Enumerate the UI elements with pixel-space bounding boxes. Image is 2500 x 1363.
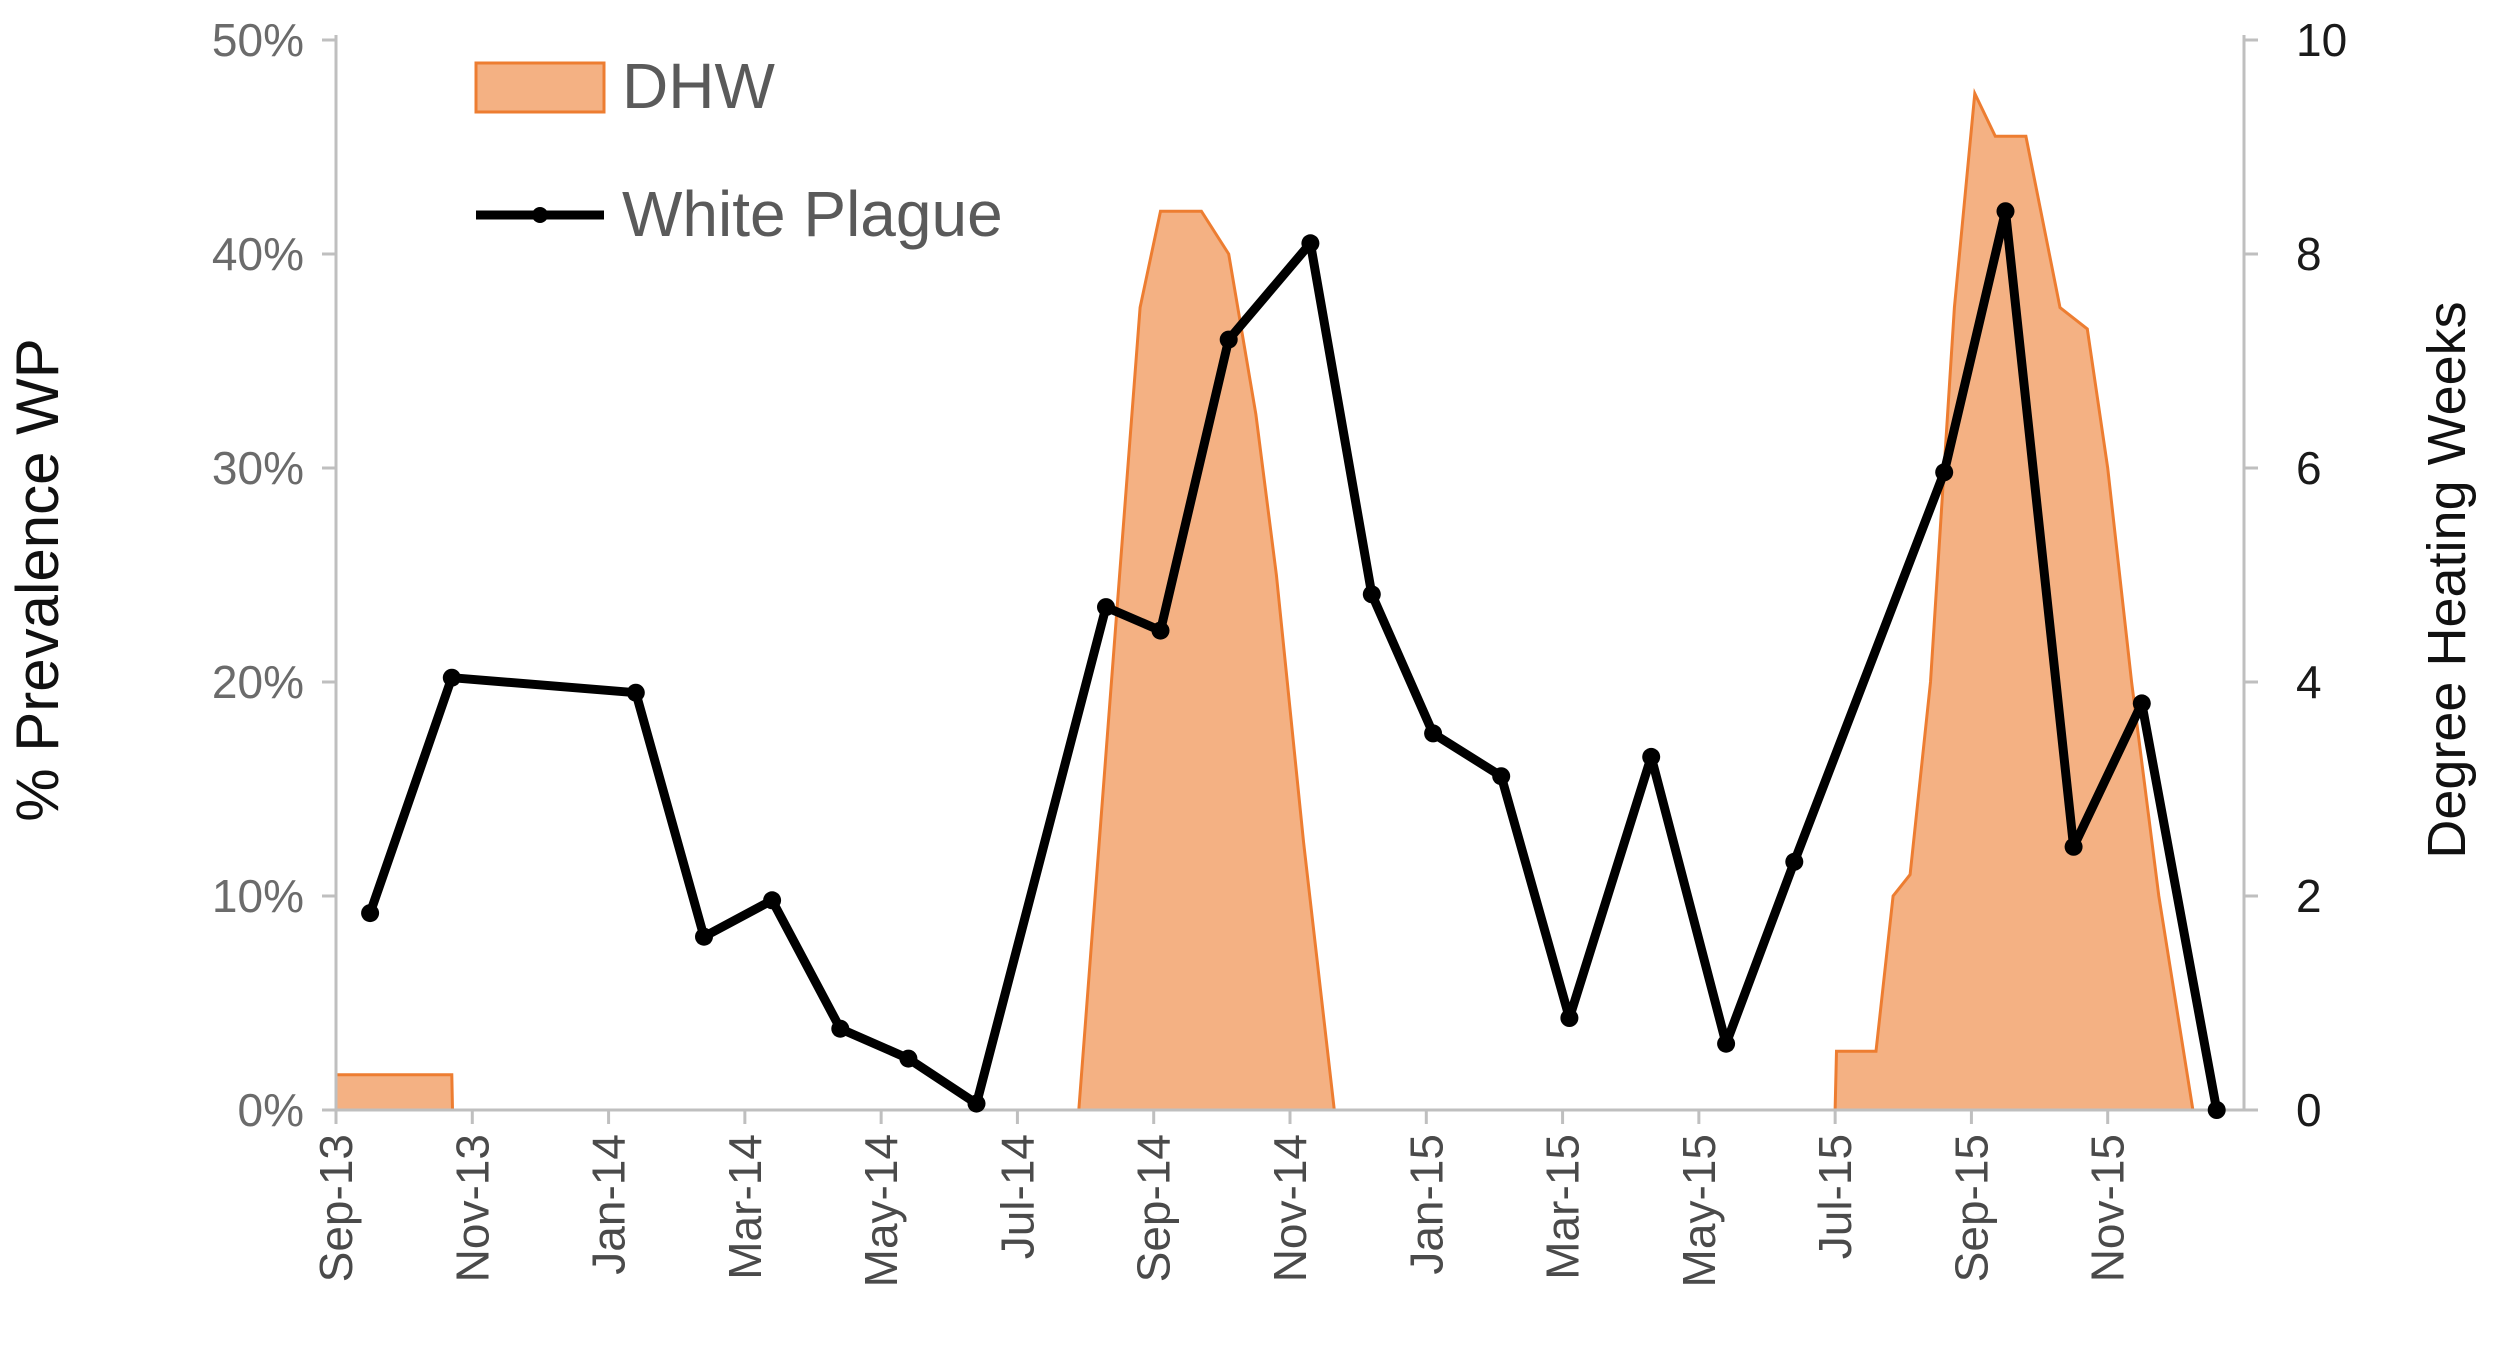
x-tick-label: Sep-13 xyxy=(310,1134,362,1282)
white-plague-point xyxy=(967,1094,986,1113)
x-tick-label: Sep-14 xyxy=(1128,1134,1180,1282)
white-plague-point xyxy=(899,1049,918,1068)
white-plague-point xyxy=(1642,747,1661,766)
white-plague-point xyxy=(1935,463,1954,482)
x-tick-label: Jan-14 xyxy=(583,1134,635,1275)
white-plague-line-layer xyxy=(361,202,2226,1119)
white-plague-point xyxy=(1301,234,1320,253)
y-tick-right-label: 4 xyxy=(2296,656,2322,708)
white-plague-point xyxy=(2064,837,2083,856)
legend-dhw-swatch xyxy=(474,61,606,114)
x-tick-label: Nov-14 xyxy=(1264,1134,1316,1282)
x-tick-label: Jul-15 xyxy=(1809,1134,1861,1259)
y-tick-right-label: 0 xyxy=(2296,1084,2322,1136)
white-plague-point xyxy=(626,683,645,702)
white-plague-point xyxy=(1151,621,1170,640)
x-tick-label: May-15 xyxy=(1673,1134,1725,1287)
y-axis-title-left: % Prevalence WP xyxy=(4,338,71,822)
x-tick-label: Jan-15 xyxy=(1400,1134,1452,1275)
legend-white-plague-marker xyxy=(532,207,548,223)
white-plague-point xyxy=(1717,1034,1736,1053)
legend-white-plague-label: White Plague xyxy=(622,178,1003,250)
y-tick-left-label: 30% xyxy=(212,442,304,494)
white-plague-point xyxy=(1785,852,1804,871)
white-plague-point xyxy=(1560,1009,1579,1027)
x-tick-label: Jul-14 xyxy=(991,1134,1043,1259)
white-plague-point xyxy=(1362,585,1381,604)
legend: DHW White Plague xyxy=(474,50,1003,250)
white-plague-point xyxy=(361,904,380,923)
x-tick-label: Nov-15 xyxy=(2082,1134,2134,1282)
white-plague-point xyxy=(695,927,713,946)
x-tick-label: Mar-14 xyxy=(719,1134,771,1280)
white-plague-point xyxy=(1424,724,1443,743)
white-plague-point xyxy=(763,891,782,910)
y-tick-left-label: 50% xyxy=(212,14,304,66)
y-tick-right-label: 6 xyxy=(2296,442,2322,494)
y-tick-left-label: 20% xyxy=(212,656,304,708)
white-plague-point xyxy=(1097,598,1115,617)
dhw-area xyxy=(334,87,2200,1112)
white-plague-point xyxy=(1996,202,2015,221)
legend-dhw-label: DHW xyxy=(622,50,775,122)
y-axis-title-right: Degree Heating Weeks xyxy=(2417,301,2477,858)
ticks-layer: 0% 10% 20% 30% 40% 50% 0 2 4 6 8 10 Sep-13 Nov-13 Jan-… xyxy=(212,14,2347,1287)
white-plague-point xyxy=(831,1019,850,1038)
white-plague-point xyxy=(2207,1101,2226,1119)
dhw-area-layer xyxy=(334,87,2200,1112)
white-plague-point xyxy=(2132,694,2151,713)
x-tick-label: Nov-13 xyxy=(446,1134,498,1282)
white-plague-line xyxy=(365,206,2222,1115)
y-tick-left-label: 40% xyxy=(212,228,304,280)
y-tick-right-label: 10 xyxy=(2296,14,2347,66)
y-tick-left-label: 0% xyxy=(238,1084,304,1136)
x-tick-label: Sep-15 xyxy=(1945,1134,1997,1282)
x-tick-label: May-14 xyxy=(855,1134,907,1287)
y-tick-right-label: 2 xyxy=(2296,870,2322,922)
white-plague-point xyxy=(1219,330,1238,349)
white-plague-point xyxy=(1492,767,1511,786)
y-tick-right-label: 8 xyxy=(2296,228,2322,280)
white-plague-point xyxy=(442,668,461,687)
y-tick-left-label: 10% xyxy=(212,870,304,922)
x-tick-label: Mar-15 xyxy=(1537,1134,1589,1280)
